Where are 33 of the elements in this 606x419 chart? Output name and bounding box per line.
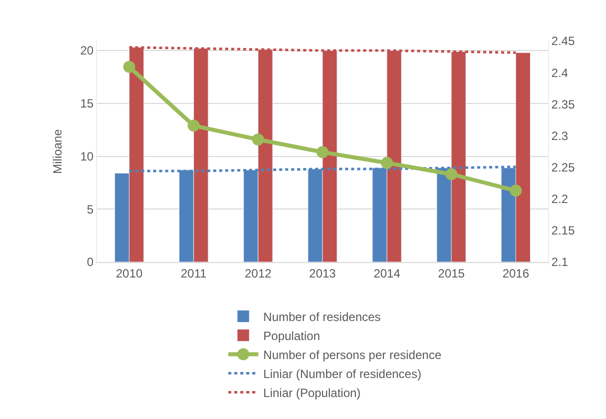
y2-tick-label: 2.3 [551,128,568,143]
y2-tick-label: 2.45 [551,34,576,48]
point [188,120,200,132]
legend-label: Liniar (Population) [263,386,361,400]
point [380,156,393,169]
point [252,134,264,146]
point [510,184,522,197]
y-axis-title: Milioane [50,128,65,174]
x-tick-label: 2011 [180,266,207,280]
y2-tick-label: 2.35 [551,97,576,112]
x-tick-label: 2015 [438,266,466,280]
y-tick-label: 0 [86,255,94,270]
y2-tick-label: 2.4 [551,66,568,80]
point [316,146,328,158]
legend-label: Liniar (Number of residences) [263,366,422,381]
x-tick-label: 2010 [116,266,143,280]
y2-tick-label: 2.15 [551,224,576,238]
x-tick-label: 2016 [502,266,530,280]
y-tick-label: 20 [80,44,94,58]
legend-label: Population [263,328,320,343]
x-tick-label: 2014 [374,266,401,280]
y-tick-label: 10 [80,149,94,164]
x-tick-label: 2013 [309,266,336,280]
x-tick-label: 2012 [244,266,272,280]
point [445,168,458,180]
y2-tick-label: 2.1 [551,255,568,270]
legend-label: Number of persons per residence [263,348,442,362]
y2-tick-label: 2.25 [551,160,576,174]
y-tick-label: 5 [86,202,94,216]
y-tick-label: 15 [80,96,94,111]
point [123,60,136,73]
y2-tick-label: 2.2 [551,192,568,206]
legend-label: Number of residences [263,310,381,324]
